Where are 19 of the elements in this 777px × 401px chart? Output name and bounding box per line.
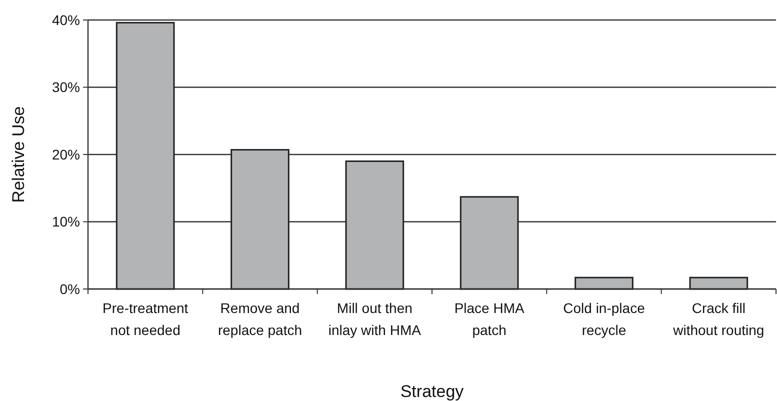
- y-tick-label: 20%: [52, 146, 80, 162]
- bar: [345, 160, 404, 290]
- y-tick-label: 0%: [60, 280, 80, 297]
- x-tick-label: Mill out then inlay with HMA: [328, 300, 422, 338]
- x-tick-label: Cold in-place recycle: [563, 300, 646, 338]
- y-axis-title: Relative Use: [9, 106, 28, 203]
- x-axis-title: Strategy: [400, 382, 464, 401]
- bar: [689, 276, 748, 290]
- bar: [230, 149, 290, 290]
- bar: [574, 276, 634, 290]
- y-tick-label: 10%: [52, 214, 80, 230]
- y-tick-label: 40%: [52, 12, 80, 28]
- x-tick-label: Pre-treatment not needed: [102, 300, 188, 338]
- bar: [460, 196, 519, 290]
- bar: [116, 22, 175, 290]
- x-tick-label: Crack fill without routing: [672, 300, 764, 338]
- y-tick-label: 30%: [52, 79, 80, 96]
- x-tick-label: Place HMA patch: [454, 300, 525, 338]
- x-tick-label: Remove and replace patch: [218, 300, 302, 338]
